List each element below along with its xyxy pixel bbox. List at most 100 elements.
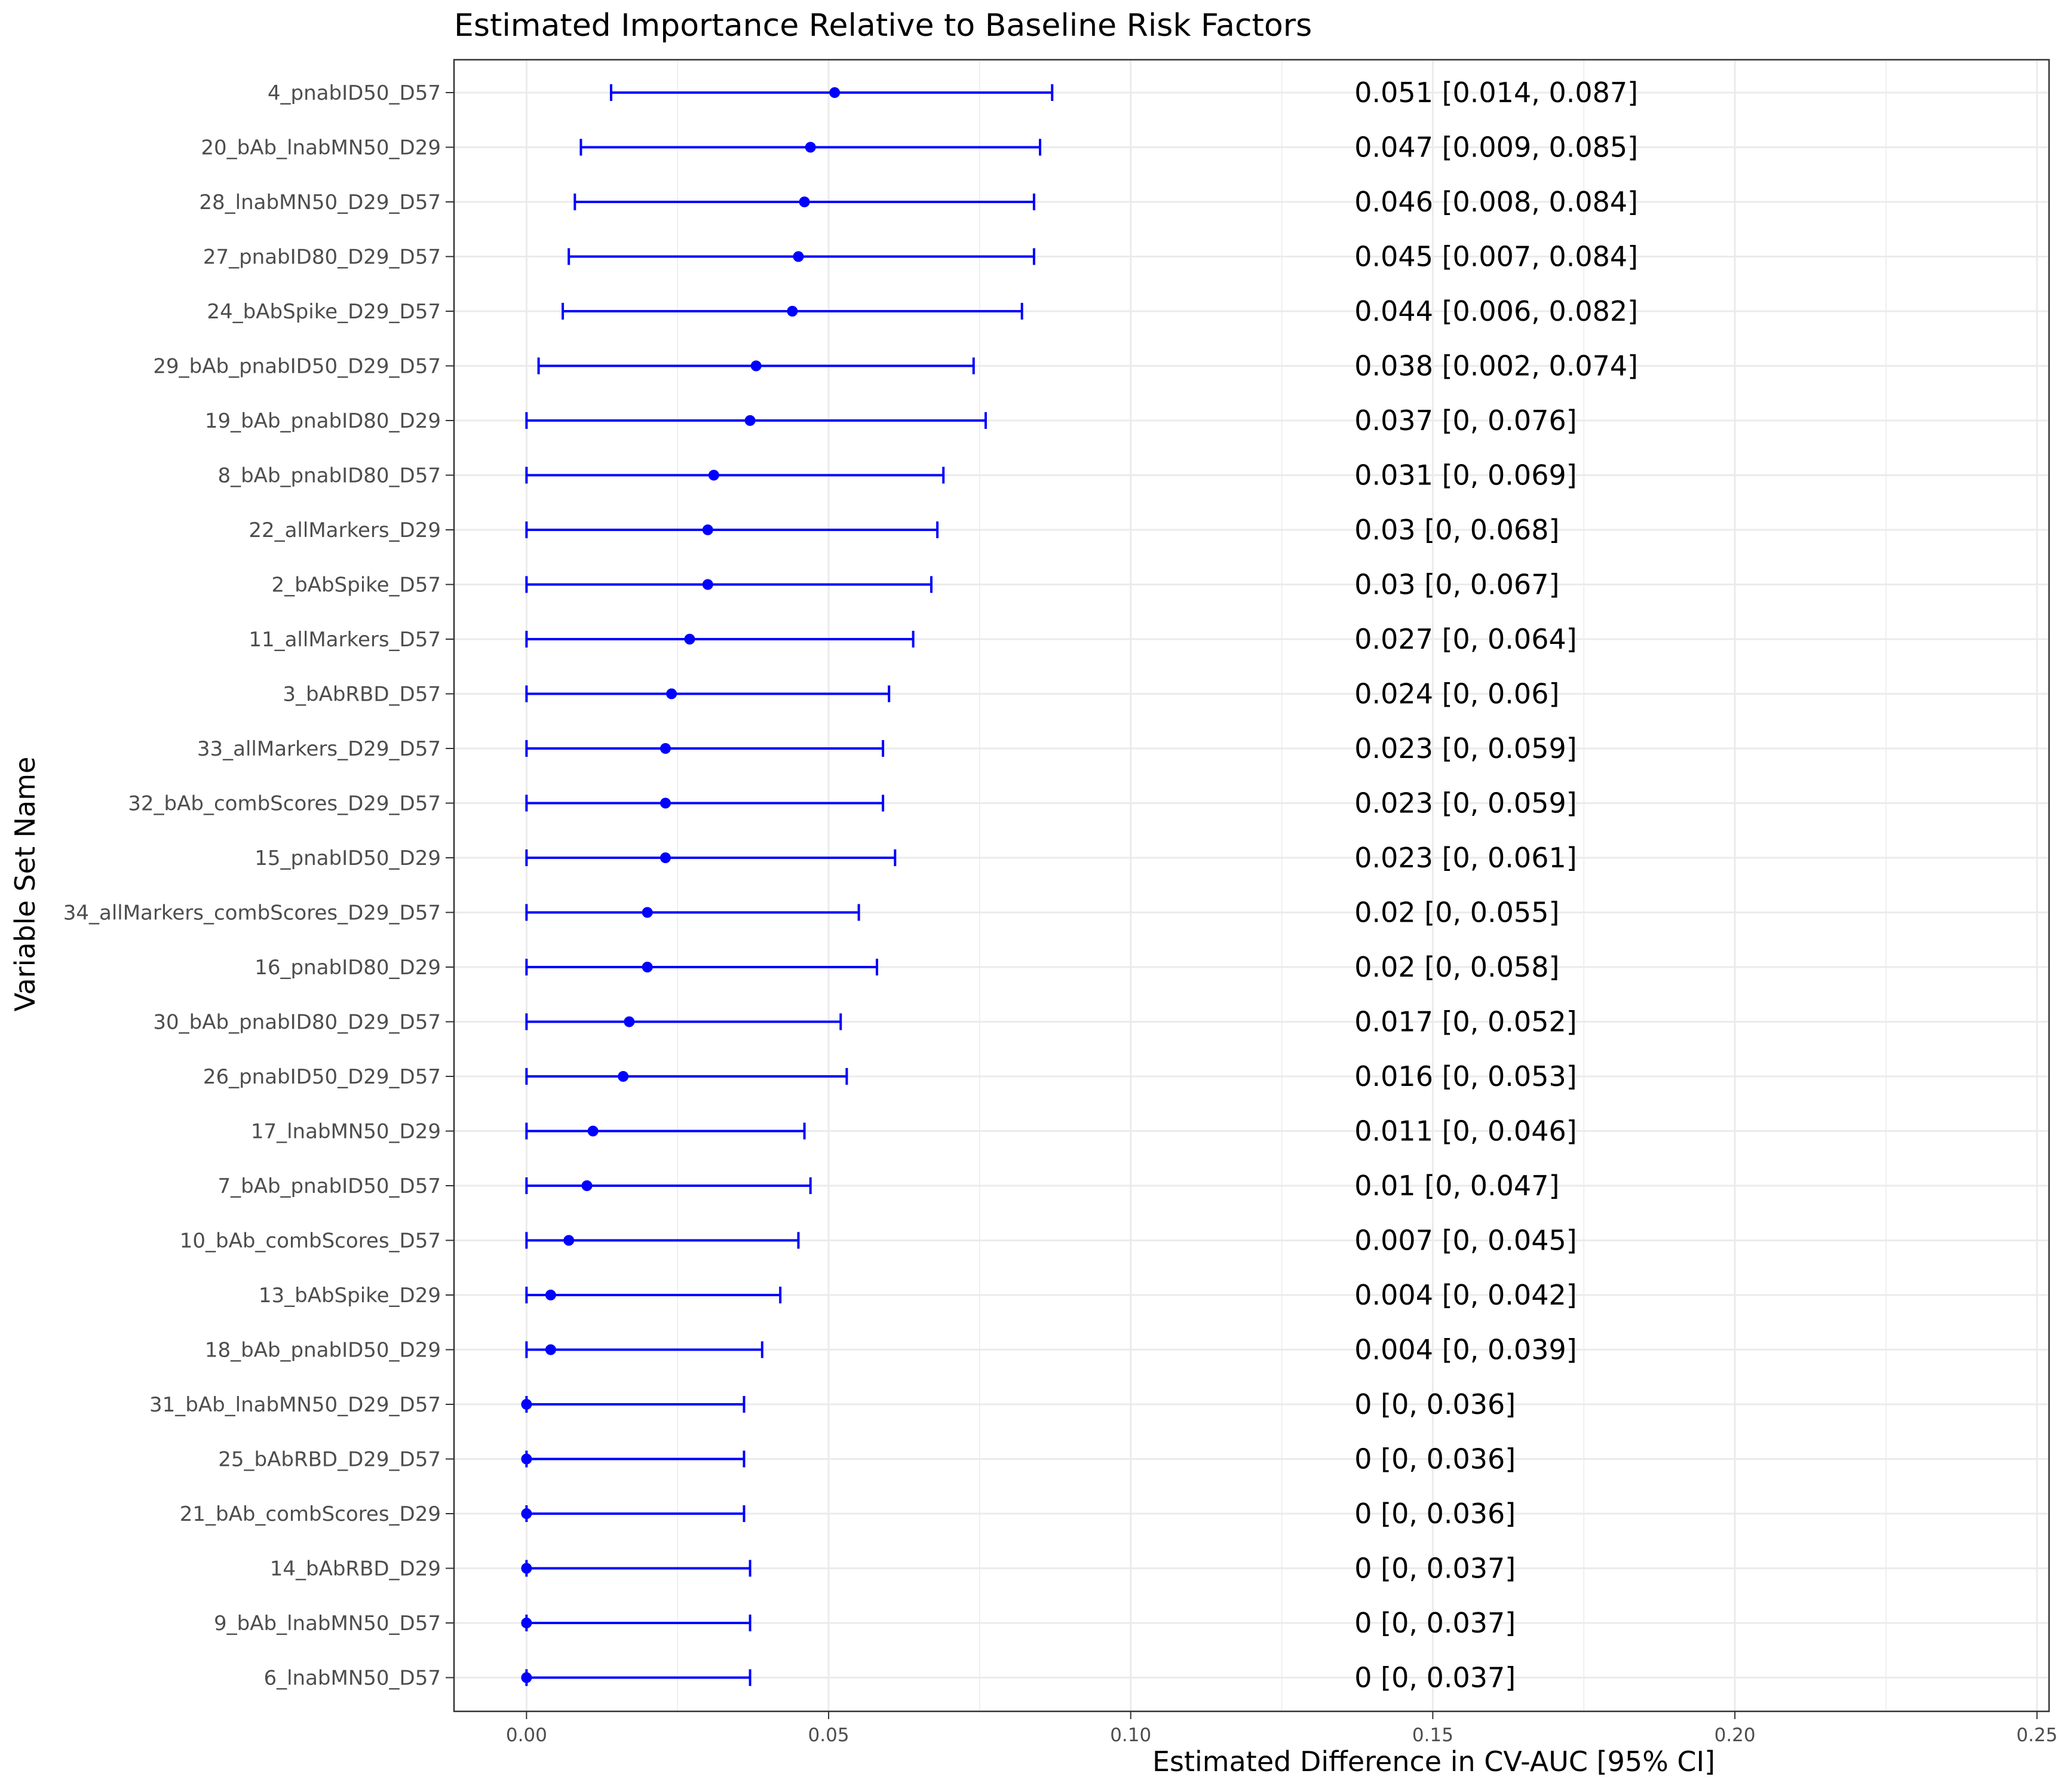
y-tick-label: 20_bAb_lnabMN50_D29: [201, 136, 441, 160]
data-row: 4_pnabID50_D57 0.051 [0.014, 0.087]: [268, 76, 1638, 109]
estimate-label: 0.017 [0, 0.052]: [1354, 1006, 1577, 1038]
estimate-label: 0.007 [0, 0.045]: [1354, 1225, 1577, 1257]
point-estimate: [666, 688, 677, 699]
y-tick-label: 28_lnabMN50_D29_D57: [199, 191, 441, 214]
data-row: 16_pnabID80_D29 0.02 [0, 0.058]: [254, 951, 1559, 983]
data-row: 11_allMarkers_D57 0.027 [0, 0.064]: [249, 623, 1577, 655]
point-estimate: [521, 1563, 532, 1574]
estimate-label: 0.02 [0, 0.058]: [1354, 951, 1559, 983]
y-tick-label: 22_allMarkers_D29: [249, 518, 441, 542]
point-estimate: [624, 1016, 635, 1027]
data-row: 2_bAbSpike_D57 0.03 [0, 0.067]: [271, 569, 1559, 601]
estimate-label: 0 [0, 0.036]: [1354, 1498, 1516, 1530]
y-tick-label: 34_allMarkers_combScores_D29_D57: [63, 901, 441, 925]
data-row: 7_bAb_pnabID50_D57 0.01 [0, 0.047]: [217, 1170, 1559, 1202]
y-tick-label: 4_pnabID50_D57: [268, 81, 441, 105]
x-tick-label: 0.15: [1412, 1725, 1453, 1746]
point-estimate: [581, 1180, 593, 1191]
estimate-label: 0.011 [0, 0.046]: [1354, 1115, 1577, 1147]
estimate-label: 0 [0, 0.037]: [1354, 1662, 1516, 1694]
estimate-label: 0.023 [0, 0.061]: [1354, 842, 1577, 874]
point-estimate: [805, 142, 816, 153]
point-estimate: [521, 1618, 532, 1628]
x-tick-label: 0.20: [1715, 1725, 1756, 1746]
estimate-label: 0.02 [0, 0.055]: [1354, 897, 1559, 929]
x-axis-title: Estimated Difference in CV-AUC [95% CI]: [1152, 1745, 1715, 1778]
y-tick-label: 24_bAbSpike_D29_D57: [207, 300, 441, 324]
point-estimate: [702, 524, 713, 535]
data-row: 15_pnabID50_D29 0.023 [0, 0.061]: [254, 842, 1577, 874]
data-row: 19_bAb_pnabID80_D29 0.037 [0, 0.076]: [205, 404, 1577, 437]
estimate-label: 0.023 [0, 0.059]: [1354, 732, 1577, 765]
data-row: 10_bAb_combScores_D57 0.007 [0, 0.045]: [180, 1225, 1577, 1257]
point-estimate: [660, 743, 671, 754]
point-estimate: [545, 1290, 556, 1300]
y-tick-label: 33_allMarkers_D29_D57: [197, 737, 441, 761]
estimate-label: 0 [0, 0.037]: [1354, 1607, 1516, 1639]
point-estimate: [708, 470, 719, 481]
y-tick-label: 26_pnabID50_D29_D57: [203, 1065, 441, 1089]
data-row: 30_bAb_pnabID80_D29_D57 0.017 [0, 0.052]: [153, 1006, 1577, 1038]
x-tick-label: 0.10: [1110, 1725, 1151, 1746]
y-tick-label: 29_bAb_pnabID50_D29_D57: [153, 355, 441, 379]
point-estimate: [587, 1125, 599, 1137]
panel-border: [453, 59, 2050, 1713]
point-estimate: [793, 251, 804, 262]
estimate-label: 0.027 [0, 0.064]: [1354, 623, 1577, 655]
estimate-label: 0.038 [0.002, 0.074]: [1354, 350, 1638, 382]
point-estimate: [618, 1071, 629, 1082]
y-tick-label: 25_bAbRBD_D29_D57: [218, 1448, 441, 1472]
x-tick-label: 0.25: [2016, 1725, 2057, 1746]
data-row: 13_bAbSpike_D29 0.004 [0, 0.042]: [259, 1279, 1577, 1311]
estimate-label: 0.045 [0.007, 0.084]: [1354, 241, 1638, 273]
y-tick-label: 7_bAb_pnabID50_D57: [217, 1174, 441, 1198]
point-estimate: [563, 1235, 575, 1246]
y-tick-label: 6_lnabMN50_D57: [263, 1667, 441, 1690]
point-estimate: [660, 852, 671, 863]
point-estimate: [799, 197, 810, 207]
y-tick-label: 14_bAbRBD_D29: [270, 1557, 441, 1581]
estimate-label: 0 [0, 0.037]: [1354, 1552, 1516, 1585]
estimate-label: 0 [0, 0.036]: [1354, 1388, 1516, 1420]
y-tick-label: 10_bAb_combScores_D57: [180, 1229, 441, 1253]
y-tick-label: 2_bAbSpike_D57: [271, 573, 441, 597]
data-row: 33_allMarkers_D29_D57 0.023 [0, 0.059]: [197, 732, 1577, 765]
data-row: 20_bAb_lnabMN50_D29 0.047 [0.009, 0.085]: [201, 131, 1638, 164]
y-tick-label: 13_bAbSpike_D29: [259, 1284, 441, 1308]
data-row: 27_pnabID80_D29_D57 0.045 [0.007, 0.084]: [203, 241, 1638, 273]
y-tick-label: 8_bAb_pnabID80_D57: [217, 464, 441, 488]
point-estimate: [744, 415, 756, 426]
data-row: 9_bAb_lnabMN50_D57 0 [0, 0.037]: [214, 1607, 1516, 1639]
point-estimate: [787, 306, 798, 317]
y-tick-label: 30_bAb_pnabID80_D29_D57: [153, 1011, 441, 1035]
point-estimate: [642, 907, 653, 918]
data-row: 6_lnabMN50_D57 0 [0, 0.037]: [263, 1662, 1516, 1694]
y-tick-label: 9_bAb_lnabMN50_D57: [214, 1612, 441, 1635]
point-estimate: [750, 360, 762, 372]
chart-title: Estimated Importance Relative to Baselin…: [454, 8, 1312, 44]
y-axis-title: Variable Set Name: [9, 757, 41, 1012]
point-estimate: [521, 1453, 532, 1465]
data-row: 21_bAb_combScores_D29 0 [0, 0.036]: [180, 1498, 1516, 1530]
point-estimate: [545, 1344, 556, 1355]
y-tick-label: 15_pnabID50_D29: [254, 846, 441, 870]
estimate-label: 0 [0, 0.036]: [1354, 1443, 1516, 1475]
estimate-label: 0.004 [0, 0.042]: [1354, 1279, 1577, 1311]
data-row: 31_bAb_lnabMN50_D29_D57 0 [0, 0.036]: [149, 1388, 1516, 1420]
point-estimate: [702, 579, 713, 590]
data-row: 26_pnabID50_D29_D57 0.016 [0, 0.053]: [203, 1060, 1577, 1093]
estimate-label: 0.046 [0.008, 0.084]: [1354, 186, 1638, 218]
y-tick-label: 11_allMarkers_D57: [249, 628, 441, 652]
data-row: 3_bAbRBD_D57 0.024 [0, 0.06]: [283, 678, 1559, 710]
y-tick-label: 17_lnabMN50_D29: [251, 1120, 441, 1144]
data-row: 8_bAb_pnabID80_D57 0.031 [0, 0.069]: [217, 459, 1577, 492]
x-tick-label: 0.05: [808, 1725, 849, 1746]
estimate-label: 0.03 [0, 0.067]: [1354, 569, 1559, 601]
estimate-label: 0.024 [0, 0.06]: [1354, 678, 1559, 710]
x-axis: 0.00 0.05 0.10 0.15 0.20 0.25: [506, 1711, 2057, 1746]
estimate-label: 0.03 [0, 0.068]: [1354, 514, 1559, 546]
data-row: 22_allMarkers_D29 0.03 [0, 0.068]: [249, 514, 1559, 546]
data-row: 14_bAbRBD_D29 0 [0, 0.037]: [270, 1552, 1516, 1585]
data-row: 24_bAbSpike_D29_D57 0.044 [0.006, 0.082]: [207, 295, 1638, 327]
